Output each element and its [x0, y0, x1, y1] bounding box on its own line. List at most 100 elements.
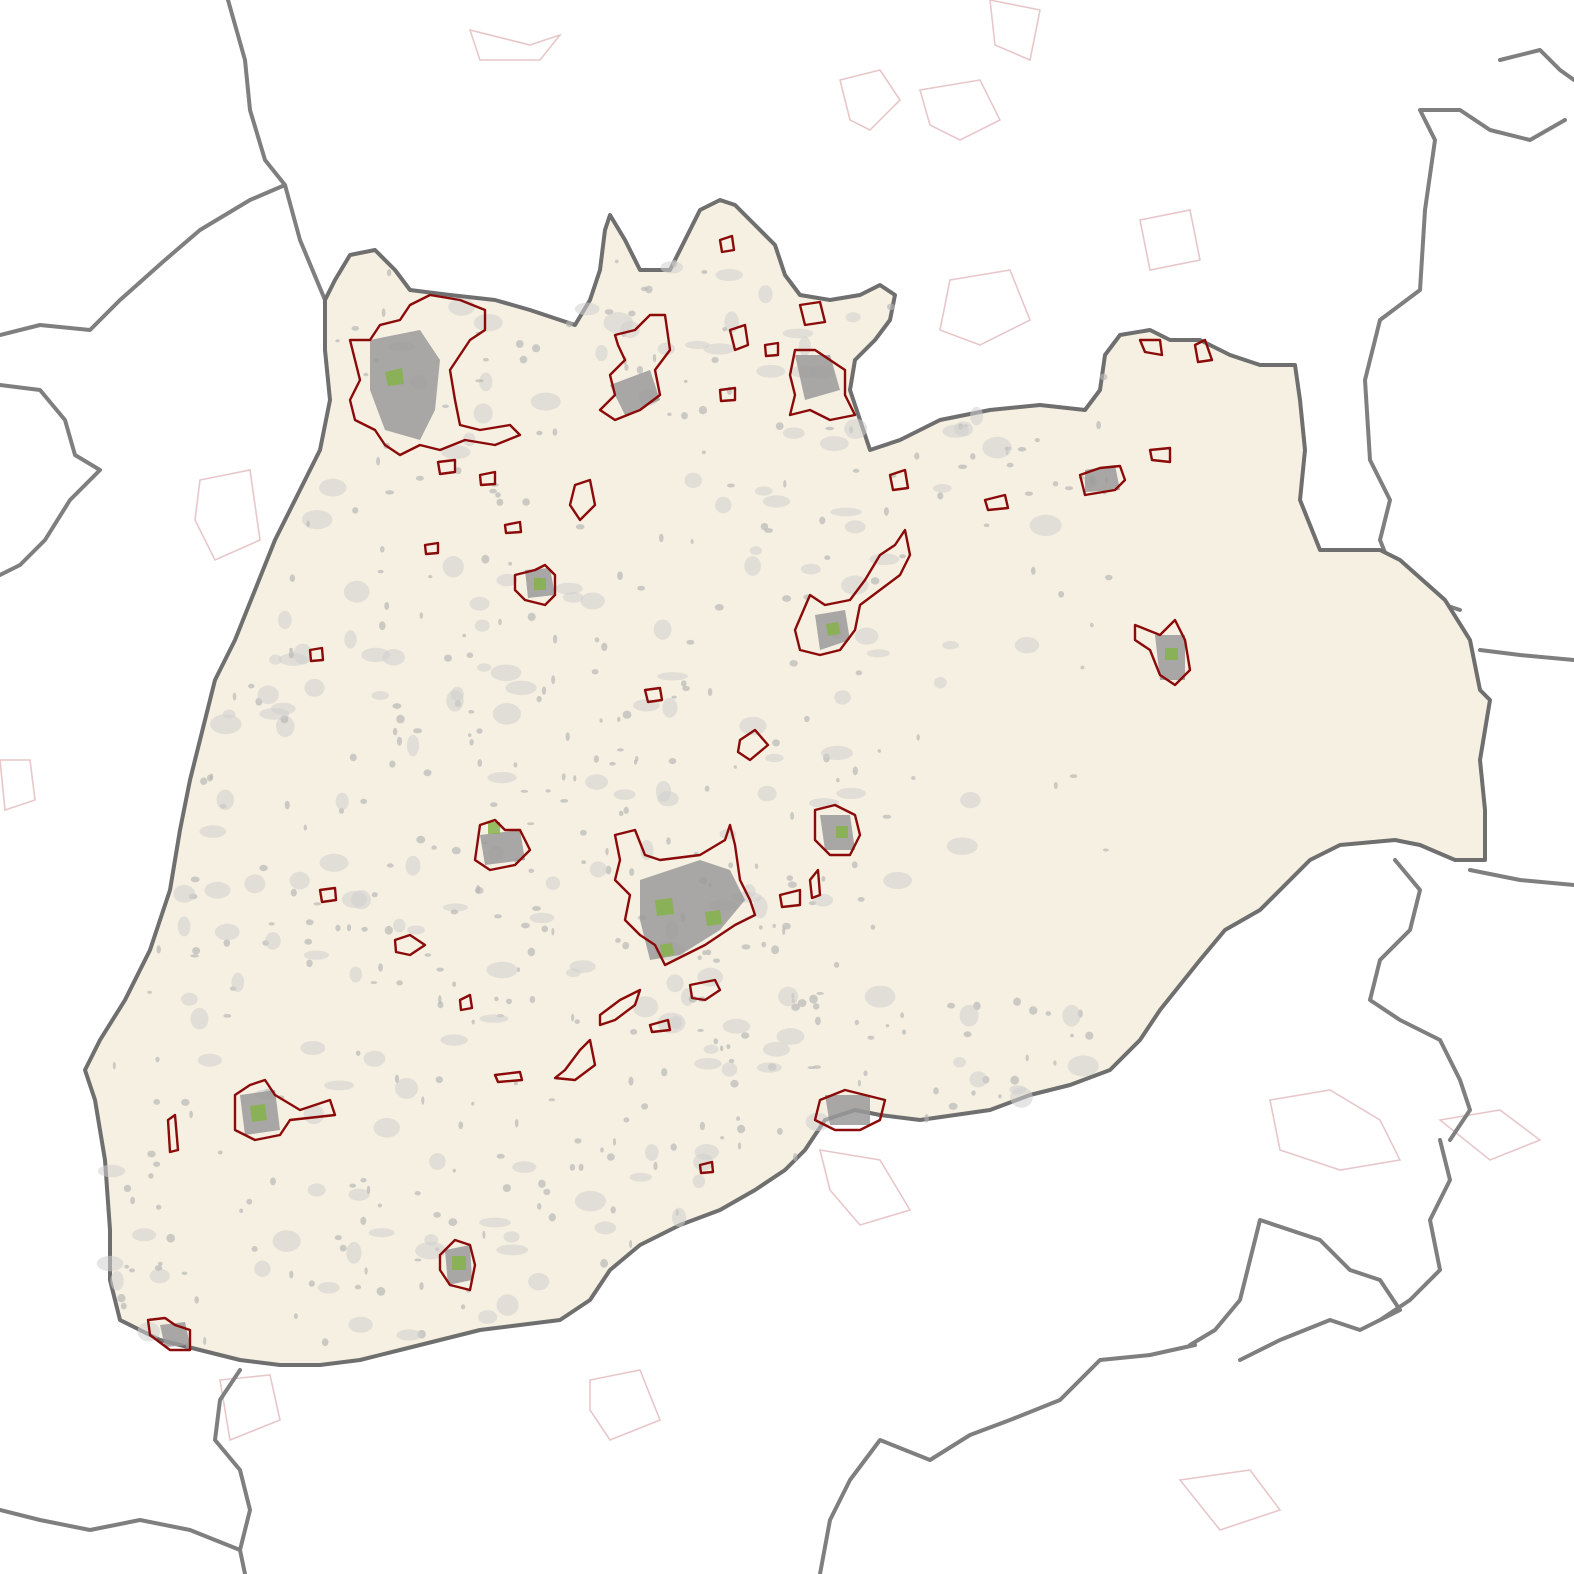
urban-area[interactable]: [233, 1078, 337, 1142]
built-up-patch: [496, 498, 504, 506]
built-up-patch: [782, 595, 792, 602]
urban-boundary[interactable]: [436, 458, 457, 476]
urban-boundary[interactable]: [568, 478, 597, 522]
urban-boundary[interactable]: [788, 348, 857, 422]
urban-core: [370, 330, 440, 440]
built-up-patch: [452, 1168, 456, 1173]
urban-area-outlines[interactable]: [146, 234, 1214, 1352]
urban-area[interactable]: [813, 803, 862, 857]
built-up-patch: [254, 1260, 271, 1278]
urban-boundary[interactable]: [1133, 618, 1192, 687]
urban-boundary[interactable]: [598, 988, 642, 1027]
urban-area[interactable]: [788, 348, 857, 422]
outside-settlement-outline: [1139, 209, 1201, 271]
urban-boundary[interactable]: [308, 646, 325, 663]
urban-boundary[interactable]: [643, 686, 664, 704]
built-up-patch: [508, 561, 513, 566]
urban-area[interactable]: [1078, 464, 1127, 497]
urban-boundary[interactable]: [348, 293, 522, 457]
urban-boundary[interactable]: [718, 234, 736, 254]
urban-boundary[interactable]: [808, 868, 822, 900]
urban-boundary[interactable]: [503, 520, 523, 535]
built-up-patch: [721, 1062, 738, 1077]
built-up-patch: [760, 523, 769, 530]
urban-area[interactable]: [1133, 618, 1192, 687]
urban-boundary[interactable]: [798, 300, 827, 327]
built-up-patch: [442, 556, 464, 578]
urban-area[interactable]: [473, 818, 532, 872]
built-up-patch: [231, 972, 245, 992]
urban-boundary[interactable]: [598, 313, 672, 422]
urban-boundary[interactable]: [1078, 464, 1127, 497]
built-up-patch: [694, 1058, 722, 1070]
urban-boundary[interactable]: [166, 1113, 180, 1154]
study-region[interactable]: [83, 198, 1492, 1367]
urban-boundary[interactable]: [813, 1088, 887, 1132]
built-up-patch: [640, 840, 654, 860]
urban-boundary[interactable]: [613, 823, 757, 967]
built-up-patch: [736, 1116, 741, 1121]
built-up-patch: [744, 556, 761, 576]
urban-boundary[interactable]: [473, 818, 532, 872]
built-up-patch: [764, 528, 773, 533]
urban-boundary[interactable]: [438, 1238, 477, 1292]
urban-boundary[interactable]: [763, 341, 780, 358]
urban-area[interactable]: [613, 823, 757, 967]
urban-area[interactable]: [813, 1088, 887, 1132]
urban-boundary[interactable]: [688, 978, 722, 1002]
urban-boundary[interactable]: [1148, 446, 1172, 464]
neighbor-boundary: [0, 1508, 242, 1552]
built-up-patch: [841, 575, 869, 595]
urban-boundary[interactable]: [736, 728, 770, 762]
urban-boundary[interactable]: [423, 541, 440, 556]
built-up-patch: [512, 1161, 537, 1173]
urban-area[interactable]: [348, 293, 522, 457]
built-up-patch: [610, 1206, 616, 1214]
urban-area[interactable]: [793, 528, 912, 657]
built-up-patch: [816, 991, 824, 995]
built-up-patch: [379, 621, 386, 631]
urban-area[interactable]: [513, 563, 557, 607]
urban-boundary[interactable]: [648, 1018, 672, 1034]
urban-boundary[interactable]: [393, 933, 427, 957]
urban-boundary[interactable]: [698, 1160, 715, 1175]
urban-boundary[interactable]: [553, 1038, 597, 1082]
urban-boundary[interactable]: [813, 803, 862, 857]
urban-area[interactable]: [438, 1238, 477, 1292]
urban-boundary[interactable]: [888, 468, 910, 492]
urban-boundary[interactable]: [1138, 338, 1164, 357]
built-up-patch: [698, 406, 708, 415]
urban-boundary[interactable]: [318, 886, 338, 904]
built-up-patch: [630, 1029, 638, 1035]
urban-boundary[interactable]: [718, 386, 737, 403]
built-up-patch: [248, 683, 255, 689]
urban-boundary[interactable]: [728, 323, 750, 352]
urban-boundary[interactable]: [146, 1316, 192, 1352]
built-up-patch: [486, 961, 518, 979]
urban-area[interactable]: [598, 313, 672, 422]
urban-boundary[interactable]: [793, 528, 912, 657]
urban-core: [825, 1095, 870, 1125]
urban-boundary[interactable]: [983, 493, 1010, 512]
built-up-patch: [406, 734, 420, 757]
built-up-patch: [604, 309, 614, 315]
built-up-patch: [1096, 420, 1101, 430]
urban-boundary[interactable]: [513, 563, 557, 607]
built-up-patch: [477, 663, 492, 672]
built-up-patch: [541, 686, 547, 695]
urban-boundary[interactable]: [778, 888, 802, 909]
urban-boundary[interactable]: [1193, 338, 1214, 364]
urban-boundary[interactable]: [493, 1070, 524, 1084]
built-up-patch: [1064, 486, 1074, 491]
urban-boundary[interactable]: [233, 1078, 337, 1142]
built-up-patch: [753, 896, 768, 919]
urban-area[interactable]: [146, 1316, 192, 1352]
built-up-patch: [783, 480, 787, 488]
urban-boundary[interactable]: [478, 470, 497, 487]
urban-boundary[interactable]: [458, 993, 474, 1012]
built-up-patch: [958, 464, 968, 470]
built-up-patch: [448, 1218, 458, 1226]
built-up-patch: [475, 379, 484, 383]
